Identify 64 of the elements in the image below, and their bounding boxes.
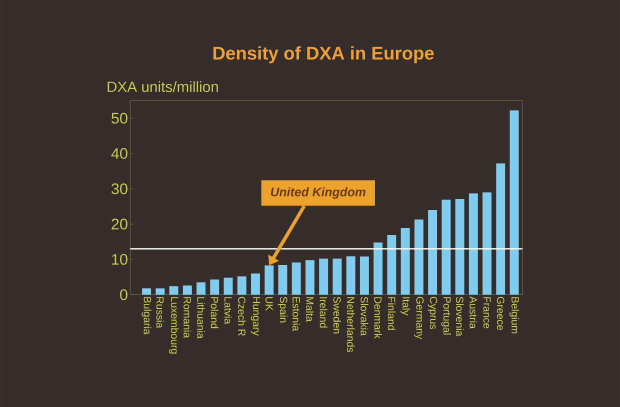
bar [251, 273, 260, 295]
bar [332, 258, 342, 295]
x-tick-label: Spain [278, 296, 288, 322]
x-tick-label: Malta [306, 297, 314, 322]
x-tick-label: UK [265, 297, 273, 311]
bar [224, 278, 233, 295]
x-tick-label: Slovenia [456, 296, 464, 336]
bar [319, 258, 328, 295]
x-tick-label: Sweden [333, 296, 342, 334]
bar [455, 198, 464, 295]
x-tick-label: Portugal [441, 297, 452, 334]
x-tick-label: Italy [400, 297, 410, 316]
x-tick-label: France [483, 297, 491, 328]
x-tick-label: Luxembourg [168, 297, 179, 354]
bar [360, 256, 369, 295]
y-tick-label: 40 [111, 148, 128, 159]
x-tick-label: Slovakia [360, 296, 368, 336]
bar [292, 262, 301, 295]
x-tick-label: Russia [156, 297, 164, 328]
bar [346, 256, 356, 295]
bar [468, 193, 478, 295]
bar [156, 288, 165, 295]
bar [414, 219, 424, 295]
x-tick-label: Ireland [320, 297, 328, 328]
y-tick-label: 10 [112, 254, 128, 265]
y-axis-title: DXA units/million [108, 81, 218, 92]
x-tick-label: Lithuania [197, 297, 205, 339]
x-tick-label: Czech R [238, 296, 246, 336]
annotation: United Kingdom [270, 187, 366, 199]
bar [142, 288, 152, 295]
bar [482, 192, 492, 295]
bar [510, 110, 519, 295]
x-tick-label: Romania [184, 297, 192, 338]
bar [305, 260, 314, 295]
bar [278, 264, 288, 295]
chart-title: Density of DXA in Europe [213, 46, 434, 64]
bar [496, 163, 506, 295]
x-tick-label: Denmark [374, 297, 382, 339]
bar [428, 210, 438, 295]
bar [210, 279, 220, 295]
x-tick-label: Cyprus [428, 296, 438, 329]
y-tick-label: 30 [111, 183, 128, 194]
bar [442, 200, 451, 295]
x-tick-label: Germany [414, 296, 424, 340]
x-tick-label: Hungary [250, 297, 260, 336]
x-tick-label: Austria [470, 296, 478, 329]
bar [169, 286, 178, 295]
x-tick-label: Poland [210, 297, 218, 328]
bar [374, 242, 383, 295]
bar [182, 285, 192, 295]
x-tick-label: Netherlands [347, 297, 355, 352]
x-tick-label: Estonia [292, 297, 300, 332]
x-tick-label: Belgium [509, 297, 520, 334]
bar [400, 228, 410, 295]
x-tick-label: Finland [388, 297, 396, 330]
y-tick-label: 50 [112, 112, 128, 124]
x-tick-label: Bulgaria [142, 297, 152, 334]
bar [196, 282, 206, 295]
x-tick-label: Latvia [224, 297, 232, 324]
bar [237, 276, 246, 295]
y-tick-label: 20 [112, 218, 128, 230]
x-tick-label: Greece [496, 296, 504, 330]
bar [387, 234, 396, 295]
y-tick-label: 0 [120, 289, 128, 300]
